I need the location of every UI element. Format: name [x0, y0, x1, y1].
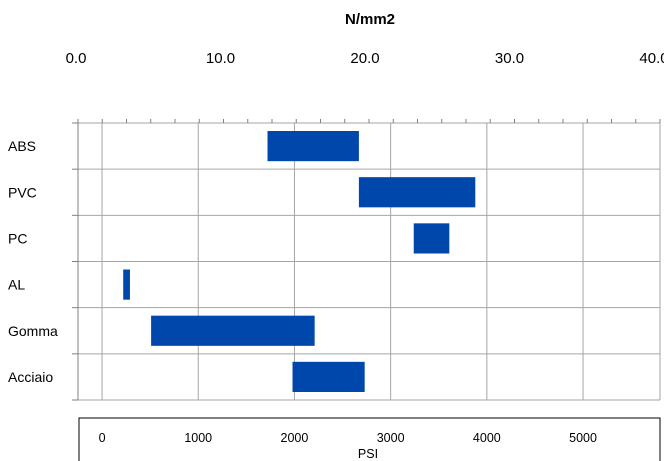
bottom-tick-label: 5000	[569, 431, 597, 445]
bottom-tick-label: 2000	[281, 431, 309, 445]
bar-pc	[413, 223, 450, 254]
top-axis-tick-labels: 0.0 10.0 20.0 30.0 40.0	[66, 50, 664, 67]
top-tick-label: 10.0	[206, 50, 235, 67]
bar-abs	[267, 131, 359, 162]
range-bars	[123, 131, 476, 392]
top-tick-label: 30.0	[495, 50, 524, 67]
bar-acciaio	[292, 361, 365, 392]
bar-pvc	[358, 177, 476, 208]
bar-al	[123, 269, 130, 300]
top-tick-label: 20.0	[350, 50, 379, 67]
bottom-tick-label: 1000	[184, 431, 212, 445]
chart-subtitle: N/mm2	[345, 11, 395, 28]
bottom-tick-label: 4000	[473, 431, 501, 445]
bar-gomma	[151, 315, 315, 346]
grid-lines	[72, 119, 661, 401]
bottom-tick-label: 3000	[377, 431, 405, 445]
top-tick-label: 0.0	[66, 50, 87, 67]
category-label: Gomma	[8, 323, 58, 339]
bottom-axis-tick-labels: 0 1000 2000 3000 4000 5000	[99, 431, 597, 445]
category-label: AL	[8, 277, 25, 293]
category-label: PC	[8, 230, 27, 246]
bottom-tick-label: 0	[99, 431, 106, 445]
x-axis-label: PSI	[358, 447, 378, 461]
category-label: ABS	[8, 138, 36, 154]
top-tick-label: 40.0	[639, 50, 664, 67]
category-labels: ABS PVC PC AL Gomma Acciaio	[8, 138, 58, 385]
bottom-axis-box	[78, 417, 661, 461]
category-label: Acciaio	[8, 369, 53, 385]
category-label: PVC	[8, 184, 37, 200]
